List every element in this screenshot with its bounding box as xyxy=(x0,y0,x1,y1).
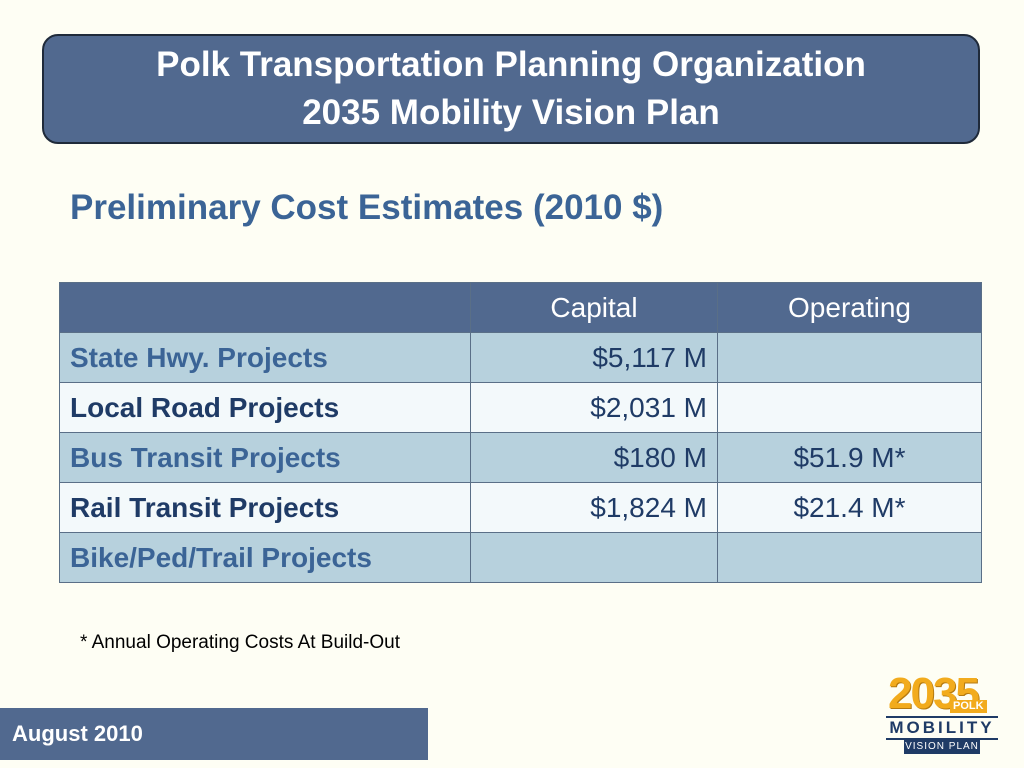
logo-word: MOBILITY xyxy=(886,716,998,740)
column-header-capital: Capital xyxy=(470,282,718,333)
cost-table: Capital Operating State Hwy. Projects $5… xyxy=(59,282,982,583)
capital-cell: $180 M xyxy=(470,432,718,483)
table-row: Bus Transit Projects $180 M $51.9 M* xyxy=(59,432,982,483)
project-name-cell: State Hwy. Projects xyxy=(59,332,471,383)
table-row: Rail Transit Projects $1,824 M $21.4 M* xyxy=(59,482,982,533)
footnote: * Annual Operating Costs At Build-Out xyxy=(80,632,401,653)
column-header-operating: Operating xyxy=(717,282,982,333)
project-name-cell: Local Road Projects xyxy=(59,382,471,433)
footer-date: August 2010 xyxy=(12,721,143,746)
logo-tagline: VISION PLAN xyxy=(904,740,980,754)
capital-cell: $5,117 M xyxy=(470,332,718,383)
project-name-cell: Bike/Ped/Trail Projects xyxy=(59,532,471,583)
table-row: Bike/Ped/Trail Projects xyxy=(59,532,982,583)
capital-cell: $1,824 M xyxy=(470,482,718,533)
project-name-cell: Bus Transit Projects xyxy=(59,432,471,483)
operating-cell xyxy=(717,532,982,583)
operating-cell xyxy=(717,382,982,433)
table-row: State Hwy. Projects $5,117 M xyxy=(59,332,982,383)
footer-date-bar: August 2010 xyxy=(0,708,428,760)
project-name-cell: Rail Transit Projects xyxy=(59,482,471,533)
title-banner: Polk Transportation Planning Organizatio… xyxy=(42,34,980,144)
capital-cell xyxy=(470,532,718,583)
title-line-1: Polk Transportation Planning Organizatio… xyxy=(156,45,866,84)
capital-cell: $2,031 M xyxy=(470,382,718,433)
operating-cell: $21.4 M* xyxy=(717,482,982,533)
operating-cell xyxy=(717,332,982,383)
table-row: Local Road Projects $2,031 M xyxy=(59,382,982,433)
operating-cell: $51.9 M* xyxy=(717,432,982,483)
mobility-vision-logo: 2035 POLK MOBILITY VISION PLAN xyxy=(884,672,1002,758)
title-line-2: 2035 Mobility Vision Plan xyxy=(302,93,720,132)
table-header-row: Capital Operating xyxy=(59,282,982,333)
column-header-project xyxy=(59,282,471,333)
logo-county: POLK xyxy=(950,700,987,713)
slide-subtitle: Preliminary Cost Estimates (2010 $) xyxy=(70,188,664,227)
